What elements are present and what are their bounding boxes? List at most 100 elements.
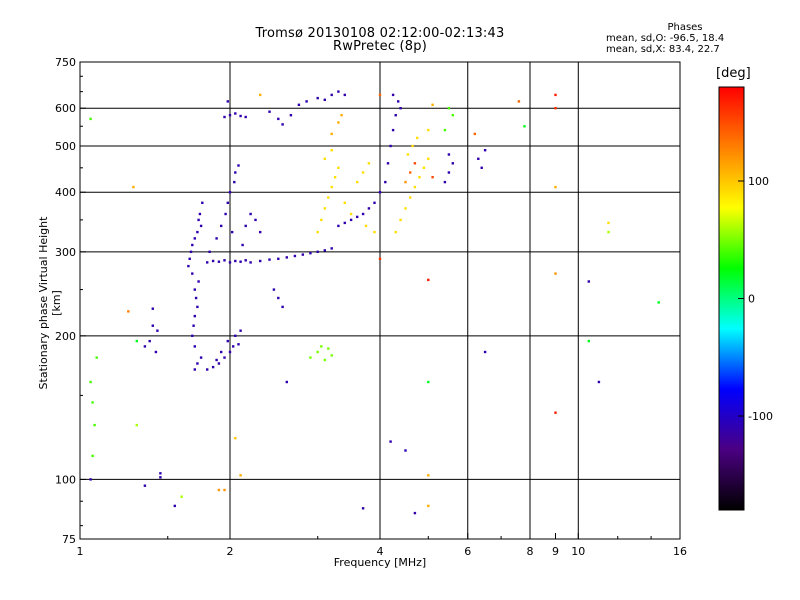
data-point-o [239, 114, 242, 118]
x-tick-label: 4 [377, 545, 384, 558]
data-point-o [239, 260, 242, 263]
stats-x-mode: mean, sd,X: 83.4, 22.7 [606, 44, 720, 55]
data-point-x [135, 339, 138, 343]
data-point-x [406, 153, 410, 156]
y-tick-label: 750 [55, 56, 76, 69]
colorbar: 100 0 -100 [718, 86, 773, 511]
data-point-o [220, 224, 223, 228]
data-point-o [391, 93, 395, 97]
data-point-o [323, 249, 326, 252]
data-point-x [587, 339, 590, 343]
data-point-x [320, 345, 323, 348]
data-point-x [554, 107, 557, 110]
stats-o-mode: mean, sd,O: -96.5, 18.4 [606, 33, 725, 44]
plot-title: Tromsø 20130108 02:12:00-02:13:43 [255, 26, 505, 41]
x-tick-label: 16 [673, 545, 687, 558]
data-point-o [148, 339, 151, 343]
data-point-x [364, 224, 368, 228]
data-point-o [373, 201, 376, 204]
data-point-x [132, 185, 135, 189]
data-point-o [201, 201, 204, 204]
data-point-o [349, 218, 353, 222]
data-point-x [316, 350, 319, 354]
data-point-o [343, 221, 346, 225]
data-point-o [220, 350, 223, 354]
data-point-o [285, 380, 288, 384]
grid-lines [80, 62, 680, 539]
data-point-o [389, 440, 392, 443]
data-point-o [159, 472, 162, 475]
data-point-x [607, 221, 610, 225]
data-point-o [234, 334, 237, 337]
data-point-o [197, 280, 200, 283]
data-point-o [285, 256, 288, 259]
data-point-o [196, 305, 199, 309]
data-point-o [217, 362, 221, 365]
y-tick-label: 300 [55, 246, 76, 259]
data-point-o [244, 224, 247, 228]
plot-subtitle: RwPretec (8p) [333, 39, 427, 54]
y-axis-label: Stationary phase Virtual Height [km] [37, 216, 63, 390]
data-point-x [378, 93, 382, 97]
data-point-x [91, 401, 94, 404]
data-point-x [333, 176, 337, 179]
data-point-o [228, 261, 232, 264]
data-point-o [226, 339, 229, 343]
data-point-x [89, 117, 92, 121]
data-point-x [473, 132, 476, 136]
data-point-o [277, 296, 280, 300]
data-point-o [244, 259, 247, 262]
data-point-x [427, 380, 430, 384]
data-point-o [447, 171, 451, 174]
data-point-x [554, 185, 557, 189]
data-point-o [231, 230, 234, 234]
data-point-x [330, 185, 333, 189]
y-tick-label: 600 [55, 102, 76, 115]
data-point-o [234, 171, 237, 174]
x-tick-label: 6 [464, 545, 471, 558]
colorbar-label: [deg] [716, 66, 751, 81]
data-point-x [91, 454, 94, 458]
data-point-x [431, 176, 434, 179]
data-point-o [587, 280, 590, 283]
data-point-o [228, 114, 232, 117]
stats-heading: Phases [667, 22, 703, 33]
data-point-o [309, 252, 312, 255]
data-point-x [330, 354, 333, 357]
data-point-o [597, 380, 601, 384]
data-point-o [305, 100, 308, 103]
data-point-x [411, 144, 414, 148]
data-point-x [373, 230, 376, 234]
data-point-o [384, 180, 387, 184]
data-point-o [277, 257, 280, 260]
colorbar-tick-label: 100 [748, 175, 769, 188]
data-point-o [241, 243, 244, 247]
data-point-o [391, 128, 395, 132]
data-point-o [193, 368, 196, 371]
data-point-x [320, 218, 323, 222]
data-point-x [443, 128, 447, 132]
data-point-o [297, 103, 301, 106]
data-point-x [416, 136, 419, 140]
data-point-o [193, 345, 196, 348]
data-point-o [211, 365, 215, 369]
data-point-o [192, 324, 195, 327]
data-point-o [193, 314, 196, 318]
data-point-x [327, 196, 330, 199]
data-point-x [356, 180, 359, 184]
data-point-x [323, 358, 326, 362]
data-point-o [228, 350, 232, 354]
data-point-x [337, 166, 340, 169]
data-point-x [409, 196, 412, 199]
data-point-o [394, 114, 397, 117]
data-point-o [191, 243, 194, 247]
data-point-o [451, 162, 454, 165]
data-point-o [281, 305, 284, 309]
y-tick-label: 100 [55, 473, 76, 486]
data-point-x [223, 488, 226, 492]
data-point-o [234, 259, 237, 263]
data-point-x [404, 207, 407, 210]
data-point-x [409, 171, 412, 174]
y-tick-label: 200 [55, 330, 76, 343]
data-point-o [151, 307, 154, 310]
